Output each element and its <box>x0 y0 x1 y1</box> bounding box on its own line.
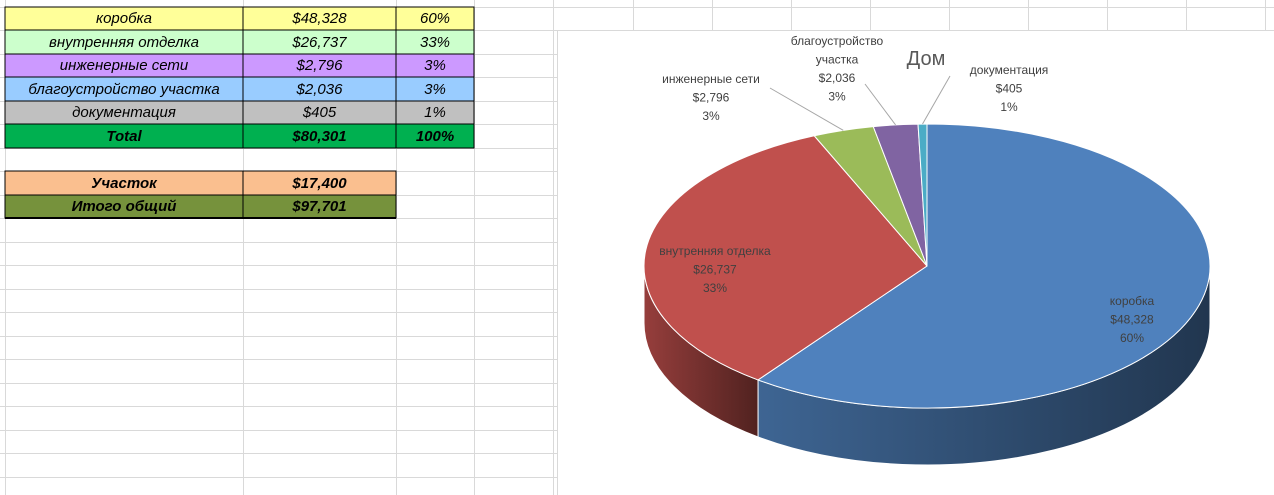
grand-total-label[interactable]: Итого общий <box>71 198 177 215</box>
data-label-1: внутренняя отделка $26,737 33% <box>659 244 771 295</box>
data-label-line: $2,796 <box>693 91 730 105</box>
pie-tops <box>643 123 1211 409</box>
data-label-line: 3% <box>702 109 720 123</box>
data-label-0: коробка $48,328 60% <box>1110 294 1155 345</box>
data-label-line: коробка <box>1110 294 1155 308</box>
row-3-percent[interactable]: 3% <box>424 57 446 74</box>
row-2-amount[interactable]: $26,737 <box>292 33 347 51</box>
row-4-amount[interactable]: $2,036 <box>296 80 343 98</box>
pie-slice-1[interactable] <box>643 135 928 381</box>
data-label-line: внутренняя отделка <box>659 244 771 258</box>
row-1-amount[interactable]: $48,328 <box>292 10 347 27</box>
data-label-line: 1% <box>1000 100 1018 114</box>
cell-bg <box>395 123 475 149</box>
data-label-line: благоустройство <box>791 34 884 48</box>
data-label-line: участка <box>816 53 859 67</box>
data-label-line: $2,036 <box>819 71 856 85</box>
row-3-amount[interactable]: $2,796 <box>296 57 343 74</box>
leader-line-3 <box>864 83 896 126</box>
row-4-percent[interactable]: 3% <box>424 80 446 98</box>
grand-total-amount[interactable]: $97,701 <box>292 198 347 215</box>
data-label-line: инженерные сети <box>662 72 760 86</box>
leader-line-2 <box>769 87 844 131</box>
row-5-amount[interactable]: $405 <box>302 104 337 121</box>
cell-bg <box>4 123 244 149</box>
data-label-line: 60% <box>1120 331 1144 345</box>
plot-label[interactable]: Участок <box>91 174 157 192</box>
plot-amount[interactable]: $17,400 <box>292 174 347 192</box>
data-label-3: благоустройство участка $2,036 3% <box>791 34 884 104</box>
data-label-line: документация <box>970 63 1049 77</box>
data-label-line: $405 <box>996 82 1023 96</box>
total-amount[interactable]: $80,301 <box>292 127 347 145</box>
data-label-4: документация $405 1% <box>970 63 1049 114</box>
row-1-percent[interactable]: 60% <box>419 10 451 27</box>
data-label-line: 3% <box>828 90 846 104</box>
row-5-name[interactable]: документация <box>72 104 176 121</box>
cell-bg <box>242 123 397 149</box>
data-label-line: 33% <box>703 281 727 295</box>
data-label-line: $26,737 <box>693 263 737 277</box>
total-label[interactable]: Total <box>106 127 142 145</box>
data-label-line: $48,328 <box>1110 313 1154 327</box>
cell-bg <box>395 76 475 102</box>
data-label-2: инженерные сети $2,796 3% <box>662 72 760 123</box>
row-2-percent[interactable]: 33% <box>419 33 451 51</box>
pie-labels: коробка $48,328 60% внутренняя отделка $26,7… <box>659 34 1154 345</box>
leader-line-4 <box>922 75 951 125</box>
row-4-name[interactable]: благоустройство участка <box>28 80 220 98</box>
cell-bg <box>395 29 475 55</box>
chart-title: Дом <box>907 48 946 70</box>
row-2-name[interactable]: внутренняя отделка <box>49 33 199 51</box>
pie-slice-0[interactable] <box>756 123 1211 409</box>
row-1-name[interactable]: коробка <box>96 10 152 27</box>
row-5-percent[interactable]: 1% <box>424 104 446 121</box>
cell-bg <box>242 29 397 55</box>
row-3-name[interactable]: инженерные сети <box>59 57 189 74</box>
total-percent[interactable]: 100% <box>415 127 455 145</box>
